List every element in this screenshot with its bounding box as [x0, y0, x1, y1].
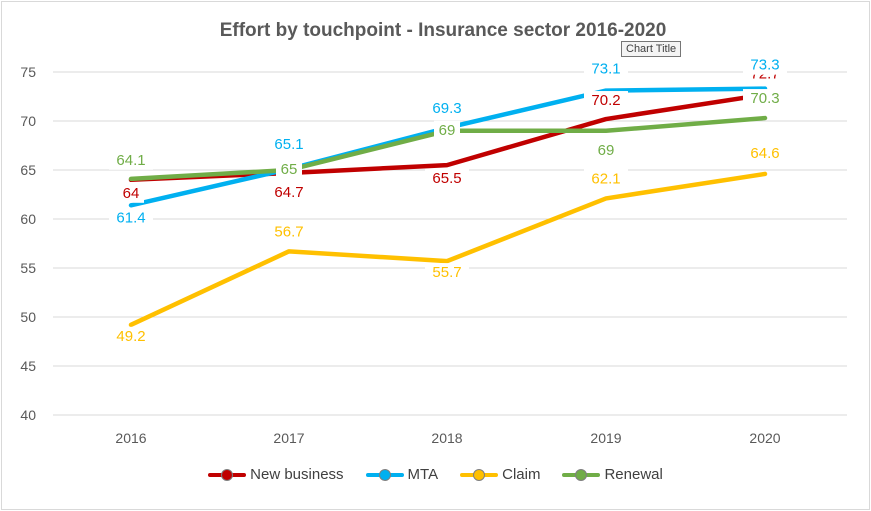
y-tick-label: 65 — [20, 162, 36, 178]
data-label: 64 — [123, 185, 140, 202]
y-tick-label: 40 — [20, 407, 36, 423]
chart-title-tooltip: Chart Title — [621, 41, 682, 57]
data-label: 64.1 — [116, 152, 145, 169]
data-label-bg — [584, 59, 628, 79]
data-label: 62.1 — [591, 170, 620, 187]
data-label: 70.2 — [591, 92, 620, 109]
chart-title: Effort by touchpoint - Insurance sector … — [219, 20, 667, 41]
data-label: 55.7 — [432, 264, 461, 281]
data-label: 69 — [598, 142, 615, 159]
legend-marker — [378, 468, 391, 481]
legend-label: New business — [250, 466, 344, 483]
legend-item: New business — [208, 466, 344, 483]
data-label-bg — [267, 135, 311, 155]
legend-label: Claim — [502, 466, 541, 483]
data-label-bg — [109, 326, 153, 346]
y-tick-label: 75 — [20, 64, 36, 80]
legend-swatch — [562, 468, 601, 482]
legend-label: MTA — [407, 466, 439, 483]
legend-swatch — [365, 468, 404, 482]
legend-item: MTA — [365, 466, 439, 483]
data-label-bg — [743, 55, 787, 75]
legend-marker — [575, 468, 588, 481]
data-label-bg — [267, 222, 311, 242]
x-tick-label: 2019 — [590, 430, 621, 446]
legend-swatch — [460, 468, 499, 482]
data-label-bg — [425, 169, 469, 189]
data-label-bg — [267, 182, 311, 202]
data-label-bg — [425, 98, 469, 118]
data-label: 69 — [439, 122, 456, 139]
y-tick-label: 50 — [20, 309, 36, 325]
data-label-bg — [743, 143, 787, 163]
data-label: 61.4 — [116, 209, 145, 226]
data-label: 73.3 — [750, 57, 779, 74]
data-label: 69.3 — [432, 100, 461, 117]
data-label-bg — [743, 89, 787, 109]
data-label-bg — [109, 150, 153, 170]
data-label: 70.3 — [750, 90, 779, 107]
data-label-bg — [584, 169, 628, 189]
data-label: 64.6 — [750, 145, 779, 162]
data-label-bg — [109, 208, 153, 228]
x-tick-label: 2018 — [431, 430, 462, 446]
y-tick-label: 70 — [20, 113, 36, 129]
x-tick-label: 2020 — [749, 430, 780, 446]
x-tick-label: 2017 — [273, 430, 304, 446]
series-line-claim — [128, 171, 768, 328]
data-label: 56.7 — [274, 223, 303, 240]
data-label-bg — [276, 160, 302, 179]
legend-label: Renewal — [604, 466, 663, 483]
data-label: 73.1 — [591, 61, 620, 78]
legend-marker — [221, 468, 234, 481]
legend-item: Renewal — [562, 466, 663, 483]
legend-marker — [473, 468, 486, 481]
legend-item: Claim — [460, 466, 540, 483]
data-label-bg — [593, 140, 619, 160]
data-label: 65 — [281, 161, 298, 178]
x-tick-label: 2016 — [115, 430, 146, 446]
data-label-bg — [584, 91, 628, 111]
legend-swatch — [208, 468, 247, 482]
y-tick-label: 60 — [20, 211, 36, 227]
data-label: 49.2 — [116, 328, 145, 345]
data-label: 65.1 — [274, 136, 303, 153]
data-label: 64.7 — [274, 184, 303, 201]
series-line-new-business — [128, 92, 768, 183]
y-tick-label: 45 — [20, 358, 36, 374]
data-label-bg — [434, 120, 460, 140]
chart-legend: New business MTA Claim Renewal — [0, 466, 871, 483]
data-label-bg — [425, 263, 469, 283]
y-tick-label: 55 — [20, 260, 36, 276]
data-label: 65.5 — [432, 170, 461, 187]
data-label-bg — [118, 183, 144, 203]
